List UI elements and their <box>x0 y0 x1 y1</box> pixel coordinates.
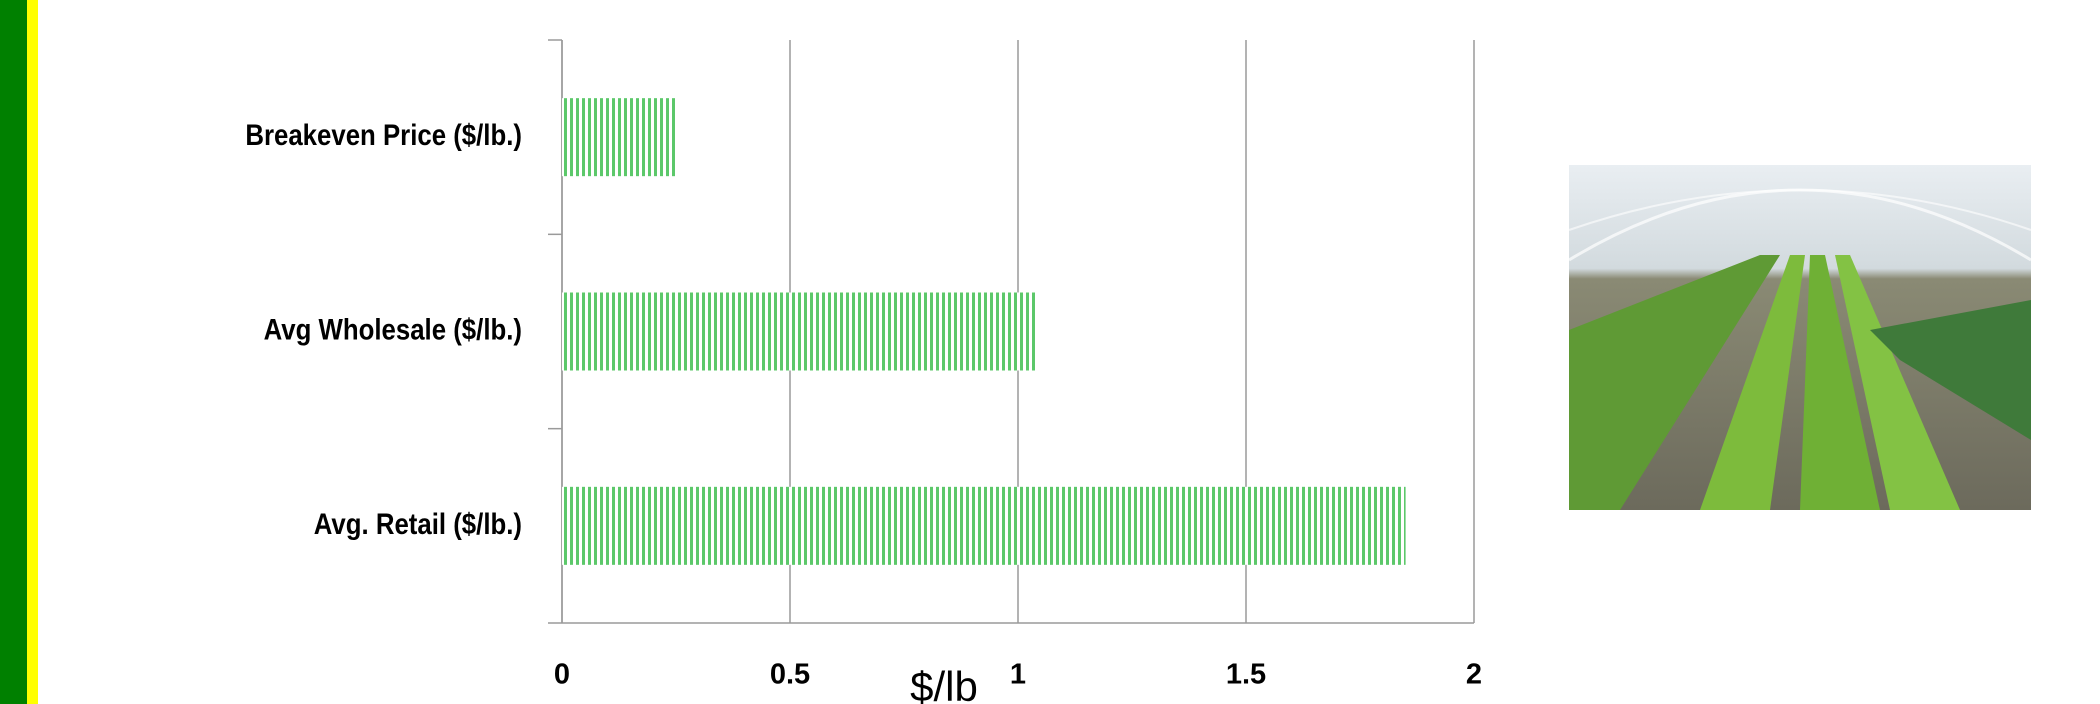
x-tick-label: 2 <box>1466 659 1482 691</box>
slide: 0 0.5 1 1.5 2 Breakeven Price ($/lb.) Avg Whol… <box>0 0 2100 704</box>
y-tick-label: Avg. Retail ($/lb.) <box>314 507 522 540</box>
y-tick-label: Breakeven Price ($/lb.) <box>245 118 522 151</box>
bar <box>562 293 1036 371</box>
photo <box>1569 165 2031 510</box>
x-tick-label: 1.5 <box>1226 659 1266 691</box>
x-axis-label: $/lb <box>910 663 978 704</box>
x-tick-label: 0 <box>554 659 570 691</box>
side-bar-yellow <box>27 0 38 704</box>
bar <box>562 487 1406 565</box>
chart: 0 0.5 1 1.5 2 Breakeven Price ($/lb.) Avg Whol… <box>0 0 2100 704</box>
side-bar-green <box>0 0 27 704</box>
y-tick-label: Avg Wholesale ($/lb.) <box>264 313 522 346</box>
x-tick-label: 1 <box>1010 659 1026 691</box>
bar <box>562 98 676 176</box>
x-tick-label: 0.5 <box>770 659 810 691</box>
